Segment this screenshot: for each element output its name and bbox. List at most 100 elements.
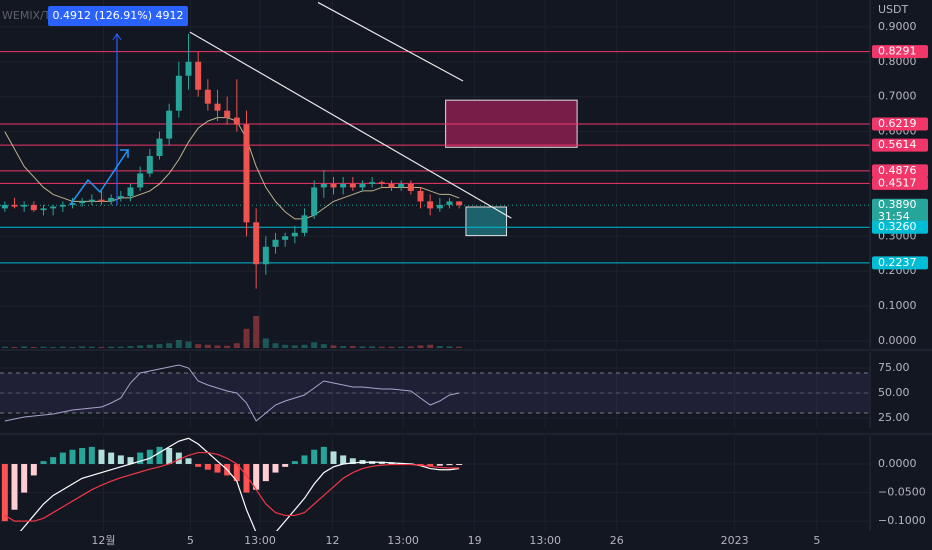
candle-body	[243, 124, 250, 223]
candle-body	[388, 183, 395, 188]
price-label-bg	[872, 198, 928, 225]
volume-bar	[407, 346, 414, 348]
volume-bar	[233, 343, 240, 348]
volume-bar	[195, 344, 202, 348]
candle-body	[40, 208, 47, 211]
price-axis	[870, 436, 932, 548]
volume-bar	[398, 346, 405, 348]
measure-arrow	[112, 32, 122, 41]
macd-histogram	[175, 452, 182, 464]
y-tick-label: 0.1000	[878, 299, 917, 312]
price-label-bg	[872, 176, 928, 190]
volume-bar	[146, 344, 153, 348]
candle-body	[446, 201, 453, 205]
macd-line	[4, 437, 460, 545]
macd-histogram	[156, 446, 163, 464]
x-tick-label: 5	[813, 534, 820, 547]
candle-body	[69, 203, 76, 205]
candle-body	[146, 156, 153, 174]
candle-body	[253, 222, 260, 265]
candle-body	[291, 232, 298, 237]
x-tick-label: 19	[468, 534, 482, 547]
y-tick-label: 0.7000	[878, 90, 917, 103]
price-label-bg	[872, 117, 928, 131]
volume-bar	[262, 338, 269, 348]
x-tick-label: 13:00	[529, 534, 561, 547]
countdown-label: 31:54	[878, 210, 910, 223]
price-label: 0.2237	[878, 256, 917, 269]
candle-body	[195, 61, 202, 90]
price-axis	[870, 352, 932, 428]
volume-bar	[291, 345, 298, 348]
macd-histogram	[59, 452, 66, 464]
macd-histogram	[262, 464, 269, 482]
candle-body	[417, 190, 424, 202]
candle-body	[349, 183, 356, 188]
candle-body	[456, 201, 463, 206]
symbol: WEMIX/T	[2, 9, 51, 22]
candle-body	[185, 61, 192, 76]
macd-histogram	[21, 464, 28, 493]
candle-body	[359, 183, 366, 188]
macd-histogram	[88, 446, 95, 464]
x-tick-label: 12월	[91, 534, 115, 547]
macd-histogram	[146, 449, 153, 464]
volume-bar	[137, 345, 144, 348]
drawing-arrow	[69, 149, 130, 206]
volume-bar	[214, 345, 221, 348]
price-label: 0.4876	[878, 164, 917, 177]
macd-histogram	[117, 455, 124, 464]
macd-histogram	[30, 464, 37, 476]
candle-body	[59, 204, 66, 207]
volume-bar	[40, 346, 47, 348]
candle-body	[233, 117, 240, 125]
volume-bar	[127, 346, 134, 348]
volume-bar	[21, 346, 28, 348]
macd-histogram	[349, 458, 356, 464]
volume-bar	[330, 345, 337, 348]
macd-histogram	[330, 451, 337, 464]
volume-bar	[30, 347, 37, 348]
volume-bar	[272, 343, 279, 348]
volume-bar	[166, 343, 173, 348]
candle-body	[127, 187, 134, 197]
y-tick-label: 0.0000	[878, 334, 917, 347]
time-axis	[0, 531, 932, 550]
volume-bar	[175, 340, 182, 348]
x-tick-label: 5	[187, 534, 194, 547]
volume-bar	[243, 328, 250, 348]
macd-histogram	[456, 464, 463, 465]
macd-line	[4, 451, 460, 522]
macd-histogram	[320, 446, 327, 464]
macd-histogram	[127, 457, 134, 464]
moving-average	[4, 117, 460, 220]
macd-histogram	[98, 449, 105, 464]
macd-histogram	[195, 464, 202, 467]
macd-histogram	[185, 458, 192, 464]
candle-body	[262, 246, 269, 265]
y-tick-label: 0.0000	[878, 457, 917, 470]
price-label-bg	[872, 164, 928, 178]
macd-histogram	[50, 457, 57, 464]
price-label: 0.6219	[878, 117, 917, 130]
macd-histogram	[214, 464, 221, 473]
macd-histogram	[272, 464, 279, 473]
candle-body	[301, 215, 308, 233]
measure-label: 0.4912 (126.91%) 4912	[52, 9, 183, 22]
volume-bar	[79, 346, 86, 348]
macd-histogram	[108, 452, 115, 464]
x-tick-label: 2023	[721, 534, 749, 547]
candle-body	[166, 110, 173, 139]
candle-body	[204, 89, 211, 104]
candle-body	[156, 138, 163, 157]
macd-histogram	[340, 455, 347, 464]
candle-body	[320, 183, 327, 188]
volume-bar	[253, 316, 260, 348]
trendline	[189, 31, 512, 219]
rsi-line	[4, 364, 460, 422]
candle-body	[407, 183, 414, 191]
volume-bar	[427, 344, 434, 348]
